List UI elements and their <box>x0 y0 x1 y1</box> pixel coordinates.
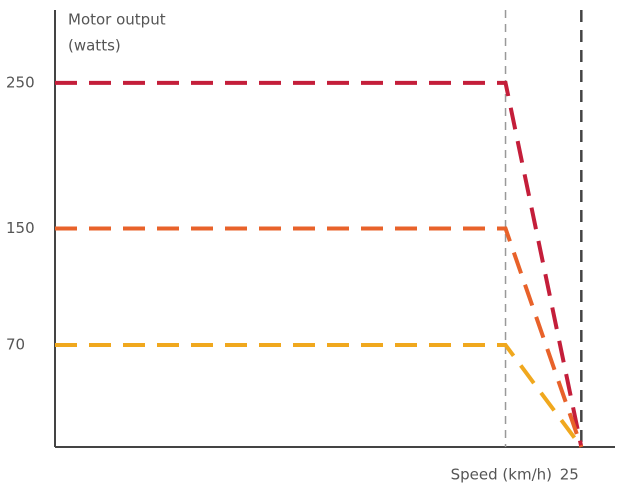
x-tick-label: 25 <box>560 466 579 484</box>
y-axis-label: Motor output <box>68 11 166 29</box>
y-axis-label: (watts) <box>68 37 121 55</box>
series-line <box>55 343 583 449</box>
y-tick-label: 150 <box>6 219 35 237</box>
x-axis-label: Speed (km/h) <box>451 466 552 484</box>
y-tick-label: 70 <box>6 336 25 354</box>
series-line <box>55 80 584 448</box>
series-line <box>55 226 584 448</box>
y-tick-label: 250 <box>6 73 35 91</box>
